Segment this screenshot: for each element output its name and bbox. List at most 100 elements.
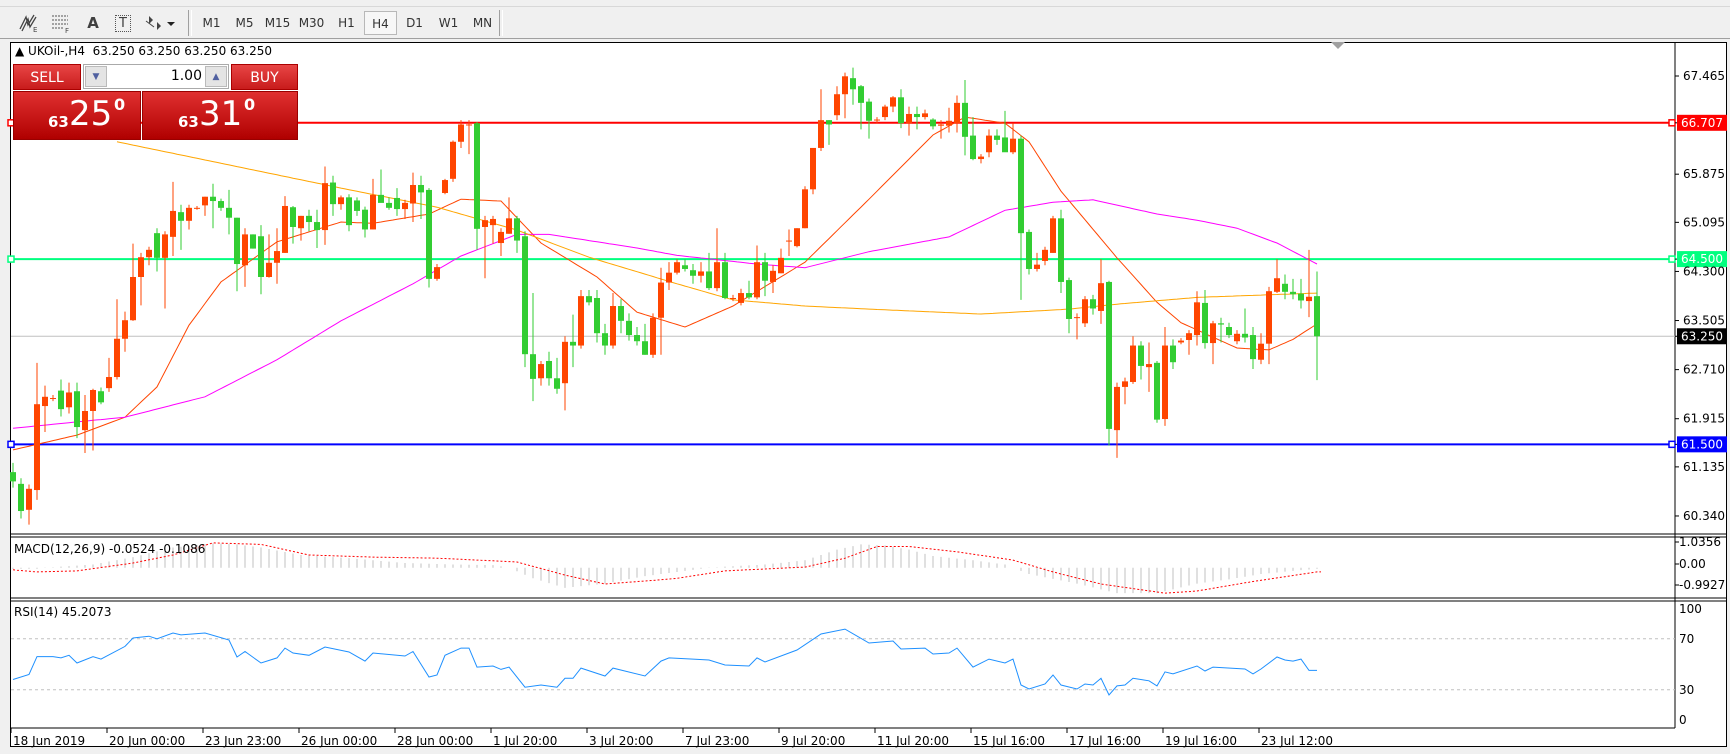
candle-body bbox=[898, 97, 904, 124]
candle-body bbox=[1162, 345, 1168, 420]
buy-button[interactable]: BUY bbox=[231, 64, 298, 90]
time-axis-label: 19 Jul 16:00 bbox=[1165, 734, 1237, 748]
candle-body bbox=[90, 389, 96, 411]
timeframe-h1[interactable]: H1 bbox=[338, 16, 355, 30]
lot-size-stepper[interactable]: ▼ 1.00 ▲ bbox=[83, 64, 229, 89]
candle-body bbox=[1178, 340, 1184, 343]
candle-body bbox=[1114, 386, 1120, 431]
arrows-icon[interactable] bbox=[142, 11, 178, 35]
candle bbox=[514, 215, 520, 253]
candle-body bbox=[970, 135, 976, 160]
candle bbox=[1026, 229, 1032, 275]
price-axis-label: 65.875 bbox=[1683, 167, 1725, 181]
candle bbox=[1042, 246, 1048, 266]
candle bbox=[434, 264, 440, 281]
sell-price-button[interactable]: 63 25 0 bbox=[13, 91, 141, 140]
candle-body bbox=[714, 262, 720, 289]
candle bbox=[1250, 327, 1256, 370]
text-label-icon[interactable]: T bbox=[110, 11, 136, 35]
timeframe-m5[interactable]: M5 bbox=[235, 16, 254, 30]
rsi-line bbox=[12, 628, 1317, 696]
candle bbox=[1162, 327, 1168, 426]
timeframe-m1[interactable]: M1 bbox=[202, 16, 221, 30]
time-axis-label: 28 Jun 00:00 bbox=[397, 734, 473, 748]
price-axis-label: 61.915 bbox=[1683, 412, 1725, 426]
menu-strip bbox=[0, 0, 1730, 7]
text-icon[interactable]: A bbox=[87, 14, 99, 32]
candle bbox=[450, 140, 456, 182]
candle bbox=[642, 323, 648, 355]
timeframe-m30[interactable]: M30 bbox=[298, 16, 325, 30]
candle bbox=[714, 228, 720, 292]
candle bbox=[618, 299, 624, 334]
candle bbox=[818, 89, 824, 152]
candle-body bbox=[762, 262, 768, 281]
timeframe-mn[interactable]: MN bbox=[472, 16, 493, 30]
svg-text:F: F bbox=[65, 27, 69, 33]
candle-body bbox=[130, 276, 136, 321]
candle-body bbox=[18, 483, 24, 512]
candle-body bbox=[58, 390, 64, 410]
candle bbox=[1226, 322, 1232, 339]
chart-shift-marker-icon bbox=[1331, 42, 1345, 49]
fibonacci-icon[interactable]: F bbox=[48, 11, 74, 35]
candle bbox=[898, 89, 904, 129]
candle-body bbox=[66, 392, 72, 408]
candle-body bbox=[730, 297, 736, 299]
candle-body bbox=[258, 236, 264, 277]
candle bbox=[610, 293, 616, 349]
candle bbox=[386, 197, 392, 210]
candle bbox=[770, 265, 776, 294]
sell-button[interactable]: SELL bbox=[13, 64, 81, 90]
candle bbox=[1290, 278, 1296, 300]
candle-body bbox=[754, 262, 760, 298]
lot-increase-button[interactable]: ▲ bbox=[205, 66, 227, 87]
candle bbox=[1242, 308, 1248, 343]
macd-axis-label: -0.9927 bbox=[1679, 578, 1725, 592]
timeframe-d1[interactable]: D1 bbox=[406, 16, 423, 30]
candle-body bbox=[1066, 280, 1072, 319]
candle bbox=[962, 80, 968, 156]
candle-body bbox=[1210, 323, 1216, 344]
candle-body bbox=[178, 212, 184, 221]
candle-body bbox=[962, 102, 968, 137]
candle-body bbox=[834, 94, 840, 116]
candle bbox=[274, 228, 280, 284]
ohlc-readout: 63.250 63.250 63.250 63.250 bbox=[92, 44, 273, 58]
candle bbox=[90, 388, 96, 451]
time-axis-label: 17 Jul 16:00 bbox=[1069, 734, 1141, 748]
candle-body bbox=[1306, 296, 1312, 302]
candle-body bbox=[10, 472, 16, 482]
timeframe-w1[interactable]: W1 bbox=[438, 16, 459, 30]
candle bbox=[746, 280, 752, 300]
candle-body bbox=[1074, 317, 1080, 319]
one-click-trading-panel: SELL ▼ 1.00 ▲ BUY 63 25 0 63 31 0 bbox=[13, 64, 298, 140]
candle-body bbox=[562, 341, 568, 384]
candle-body bbox=[282, 205, 288, 253]
macd-axis-label: 0.00 bbox=[1679, 557, 1706, 571]
candle-body bbox=[330, 182, 336, 205]
candle bbox=[1122, 377, 1128, 405]
lot-decrease-button[interactable]: ▼ bbox=[85, 66, 107, 87]
candle bbox=[226, 189, 232, 235]
candle bbox=[178, 204, 184, 250]
candle bbox=[26, 484, 32, 525]
candle bbox=[698, 262, 704, 283]
timeframe-m15[interactable]: M15 bbox=[264, 16, 291, 30]
candle-body bbox=[250, 234, 256, 249]
time-axis-label: 9 Jul 20:00 bbox=[781, 734, 845, 748]
buy-price-button[interactable]: 63 31 0 bbox=[142, 91, 298, 140]
elliott-wave-icon[interactable]: E bbox=[16, 11, 42, 35]
candle bbox=[170, 181, 176, 257]
lot-size-input[interactable]: 1.00 bbox=[170, 68, 202, 84]
candle-body bbox=[242, 234, 248, 266]
candle-body bbox=[458, 124, 464, 142]
candle-body bbox=[1290, 291, 1296, 295]
candle bbox=[1306, 249, 1312, 318]
candle bbox=[842, 72, 848, 119]
chart-window[interactable] bbox=[10, 42, 1727, 747]
candle bbox=[146, 246, 152, 266]
timeframe-h4[interactable]: H4 bbox=[364, 11, 397, 35]
price-axis-label: 64.300 bbox=[1683, 264, 1725, 278]
